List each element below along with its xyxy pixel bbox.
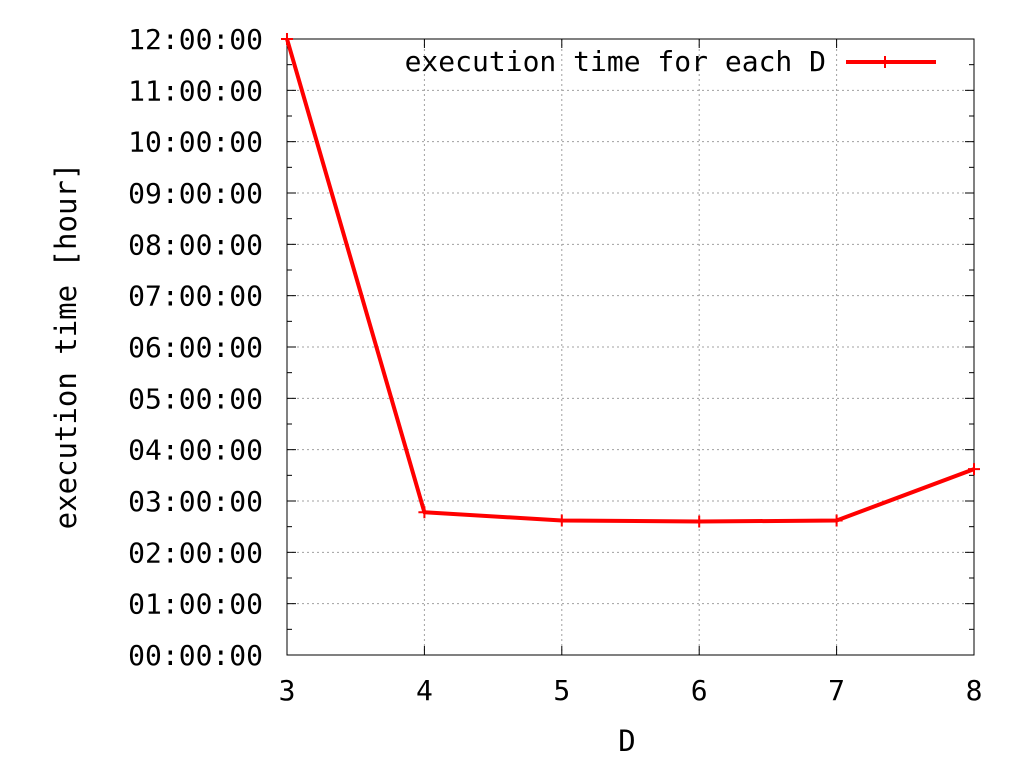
legend-swatch-marker: [879, 56, 891, 68]
plot-frame: [286, 38, 975, 656]
x-tick-label: 4: [416, 674, 433, 707]
y-tick-label: 02:00:00: [128, 536, 263, 569]
y-tick-label: 11:00:00: [128, 74, 263, 107]
y-tick-label: 12:00:00: [128, 23, 263, 56]
y-tick-label: 03:00:00: [128, 485, 263, 518]
series-line: [285, 38, 975, 524]
y-axis-label: execution time [hour]: [49, 163, 83, 530]
series-execution-time: [281, 33, 980, 528]
y-tick-label: 05:00:00: [128, 382, 263, 415]
data-point: [281, 33, 293, 45]
y-tick-label: 06:00:00: [128, 331, 263, 364]
x-tick-label: 5: [553, 674, 570, 707]
x-tick-label: 8: [966, 674, 983, 707]
y-tick-label: 09:00:00: [128, 177, 263, 210]
x-axis-ticks: 3 4 5 6 7 8: [279, 39, 983, 707]
legend-label: execution time for each D: [405, 45, 826, 78]
data-point: [830, 514, 843, 527]
x-tick-label: 3: [279, 674, 296, 707]
grid-lines: [287, 39, 974, 655]
y-tick-label: 01:00:00: [128, 588, 263, 621]
data-point: [555, 514, 568, 527]
x-tick-label: 6: [691, 674, 708, 707]
data-point: [693, 515, 706, 528]
y-tick-label: 08:00:00: [128, 228, 263, 261]
legend: execution time for each D: [405, 45, 936, 78]
y-tick-label: 07:00:00: [128, 280, 263, 313]
y-tick-label: 04:00:00: [128, 434, 263, 467]
plot-border: [286, 38, 975, 656]
x-axis-label: D: [618, 724, 635, 758]
y-tick-label: 00:00:00: [128, 639, 263, 672]
y-tick-label: 10:00:00: [128, 126, 263, 159]
y-axis-ticks: 00:00:00 01:00:00 02:00:00 03:00:00 04:00:00…: [128, 23, 974, 672]
data-point: [968, 463, 980, 476]
data-point: [418, 506, 431, 519]
x-tick-label: 7: [828, 674, 845, 707]
